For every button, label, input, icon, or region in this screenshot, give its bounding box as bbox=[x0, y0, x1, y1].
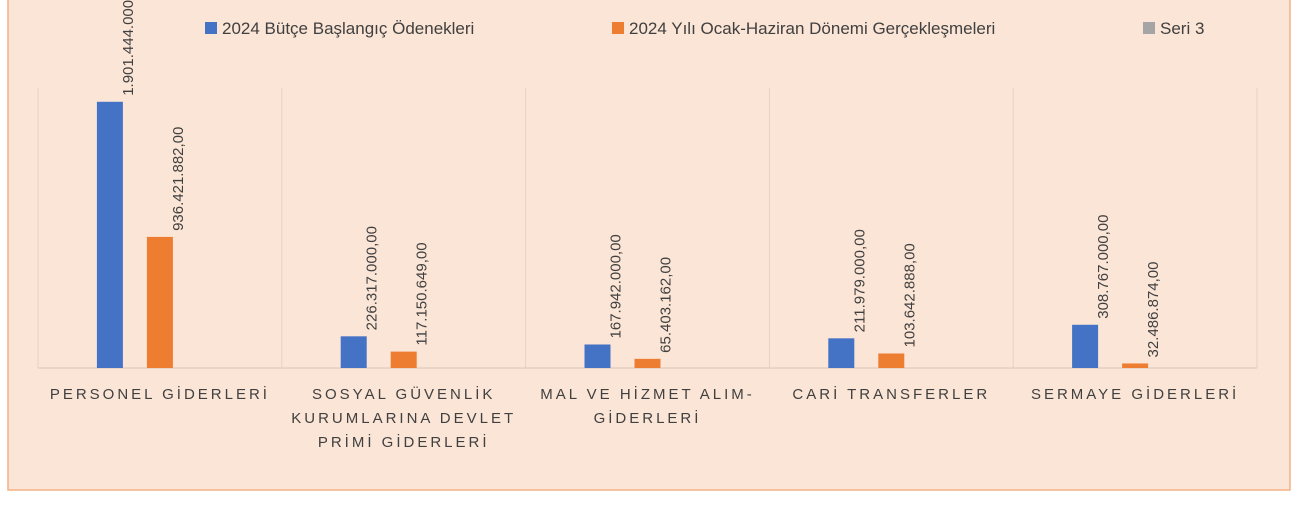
bar bbox=[878, 353, 905, 368]
bar bbox=[1072, 324, 1099, 368]
bar bbox=[96, 101, 123, 368]
bar bbox=[340, 336, 367, 368]
x-tick-label: PERSONEL GİDERLERİ bbox=[49, 386, 270, 403]
bar bbox=[390, 351, 417, 368]
data-label: 308.767.000,00 bbox=[1095, 214, 1112, 318]
bar bbox=[146, 236, 173, 368]
legend-label: Seri 3 bbox=[1160, 19, 1204, 38]
data-label: 226.317.000,00 bbox=[364, 226, 381, 330]
data-label: 936.421.882,00 bbox=[170, 127, 187, 231]
bar bbox=[1122, 363, 1149, 368]
legend-label: 2024 Yılı Ocak-Haziran Dönemi Gerçekleşm… bbox=[629, 19, 995, 38]
data-label: 103.642.888,00 bbox=[901, 243, 918, 347]
data-label: 65.403.162,00 bbox=[658, 257, 675, 353]
data-label: 117.150.649,00 bbox=[414, 242, 431, 345]
data-label: 1.901.444.000,00 bbox=[120, 0, 137, 96]
legend-swatch bbox=[612, 22, 624, 34]
x-tick-label: SOSYAL GÜVENLİK KURUMLARINA DEVLET PRİMİ… bbox=[291, 386, 517, 451]
data-label: 32.486.874,00 bbox=[1145, 262, 1162, 358]
chart-background bbox=[7, 0, 1291, 491]
legend-swatch bbox=[1143, 22, 1155, 34]
x-tick-label: MAL VE HİZMET ALIM- GİDERLERİ bbox=[540, 386, 755, 427]
data-label: 211.979.000,00 bbox=[851, 229, 868, 332]
bar bbox=[634, 358, 661, 368]
x-tick-label: SERMAYE GİDERLERİ bbox=[1030, 386, 1240, 403]
x-tick-label: CARİ TRANSFERLER bbox=[792, 386, 991, 403]
legend-label: 2024 Bütçe Başlangıç Ödenekleri bbox=[222, 19, 474, 38]
legend-swatch bbox=[205, 22, 217, 34]
bar bbox=[828, 338, 855, 368]
bar bbox=[584, 344, 611, 368]
data-label: 167.942.000,00 bbox=[608, 234, 625, 338]
